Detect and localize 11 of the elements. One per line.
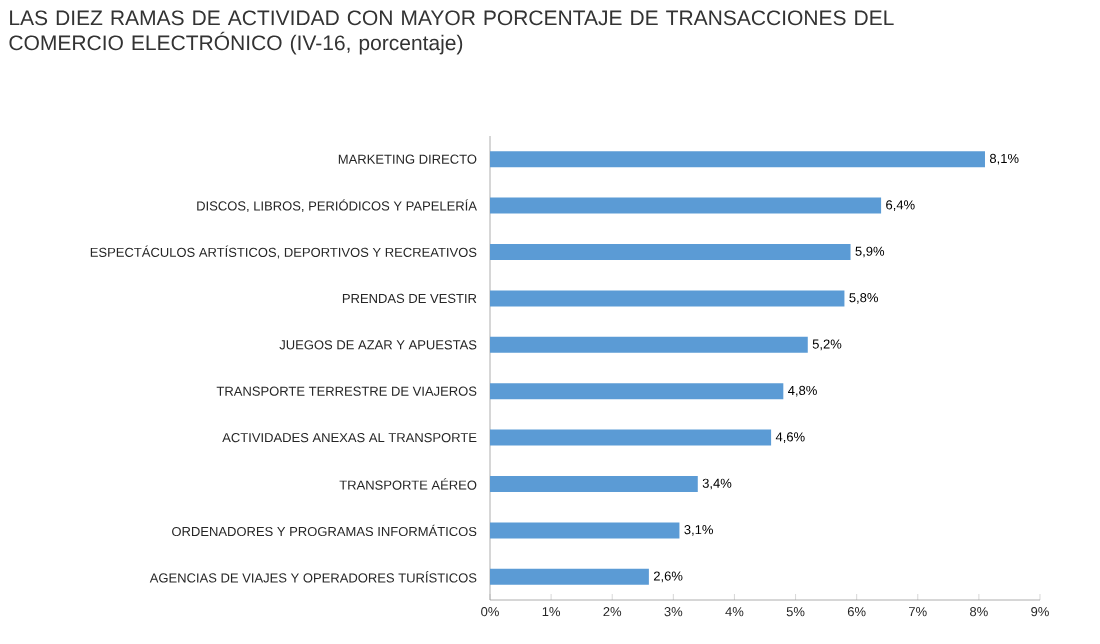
bar	[490, 429, 772, 446]
bar	[490, 197, 882, 214]
bar	[490, 383, 784, 400]
bar	[490, 476, 698, 493]
bar	[490, 568, 649, 585]
chart-title: LAS DIEZ RAMAS DE ACTIVIDAD CON MAYOR PORCENTAJE DE TRANSACCIONES DEL COMERCIO ELECTRÓNICO (IV-16, porcentaje)	[9, 10, 894, 55]
bar	[490, 151, 985, 168]
bar	[490, 290, 845, 307]
bar	[490, 522, 680, 539]
bar	[490, 336, 808, 353]
bar	[490, 244, 851, 261]
